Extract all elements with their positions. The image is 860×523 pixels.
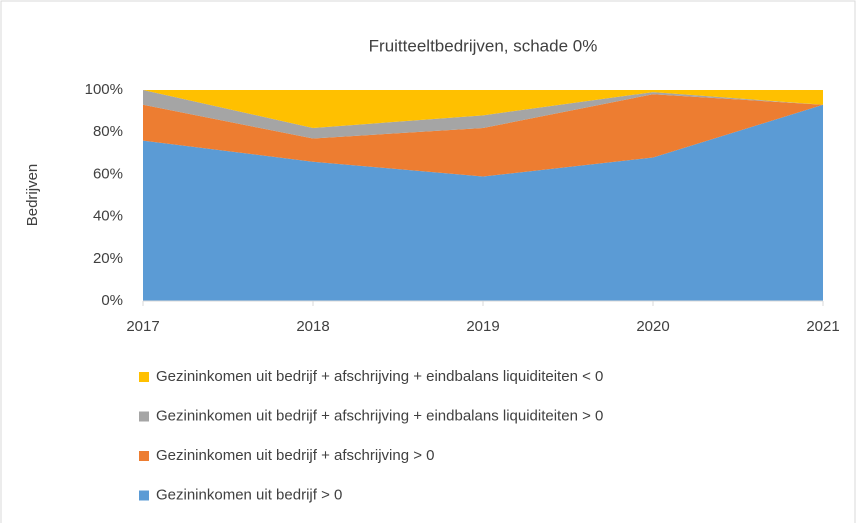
axes: 0% 20% 40% 60% 80% 100% 2017 2018 2019 2020 2021 [85, 81, 840, 335]
legend-label: Gezininkomen uit bedrijf > 0 [156, 486, 342, 503]
chart-title: Fruitteeltbedrijven, schade 0% [369, 36, 598, 55]
legend-swatch [139, 372, 149, 382]
y-tick-label: 40% [93, 208, 123, 225]
x-tick-label: 2020 [636, 318, 669, 335]
legend-swatch [139, 490, 149, 501]
plot-area [143, 90, 823, 302]
area [143, 94, 823, 177]
area [143, 90, 823, 128]
legend-label: Gezininkomen uit bedrijf + afschrijving … [156, 368, 603, 385]
y-axis-label: Bedrijven [24, 164, 41, 227]
x-tick-label: 2019 [466, 318, 499, 335]
y-tick-label: 20% [93, 250, 123, 267]
y-tick-label: 0% [101, 292, 123, 309]
area [143, 104, 823, 302]
x-tick-label: 2018 [296, 318, 329, 335]
y-tick-label: 100% [85, 81, 123, 98]
legend-label: Gezininkomen uit bedrijf + afschrijving … [156, 407, 603, 424]
legend: Gezininkomen uit bedrijf + afschrijving … [139, 368, 603, 503]
y-tick-label: 60% [93, 165, 123, 182]
x-tick-label: 2017 [126, 318, 159, 335]
legend-label: Gezininkomen uit bedrijf + afschrijving … [156, 447, 434, 464]
x-tick-label: 2021 [806, 318, 839, 335]
legend-swatch [139, 411, 149, 422]
legend-swatch [139, 451, 149, 461]
y-tick-label: 80% [93, 123, 123, 140]
